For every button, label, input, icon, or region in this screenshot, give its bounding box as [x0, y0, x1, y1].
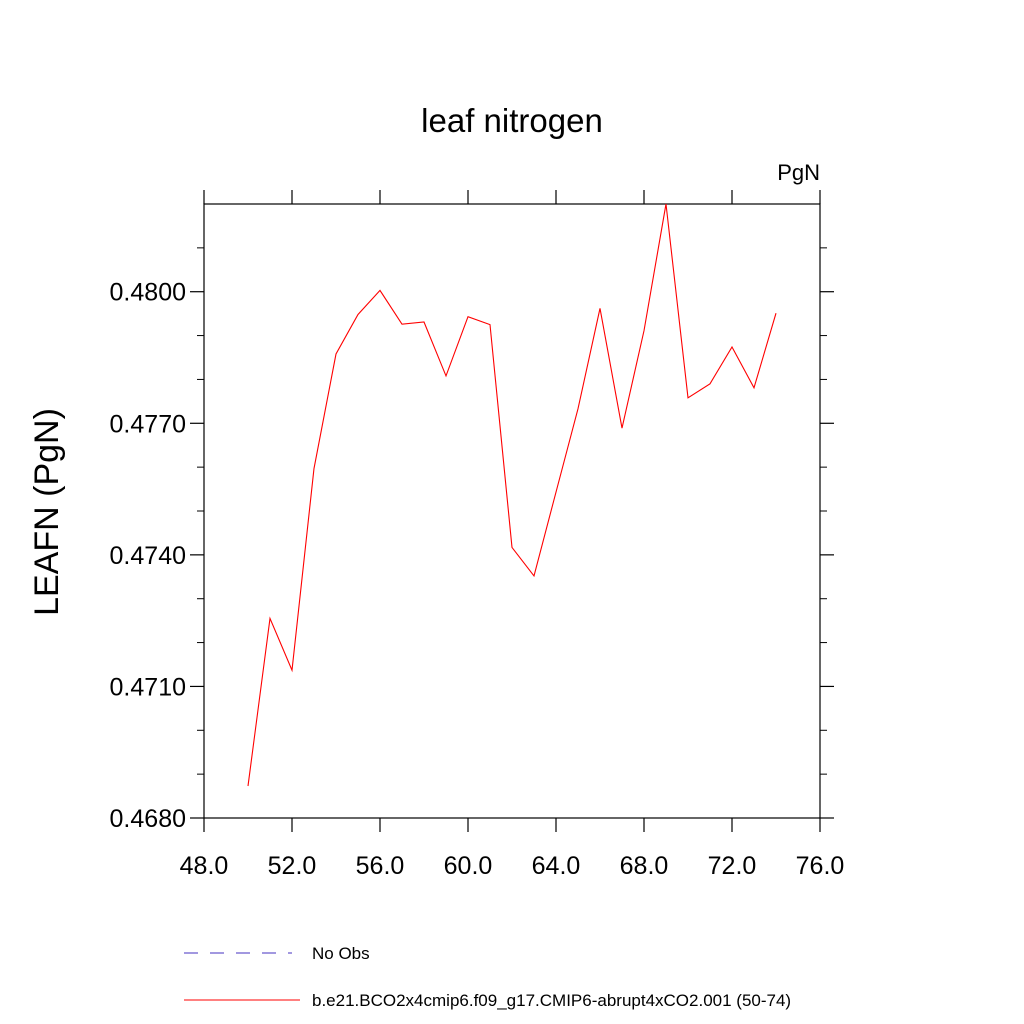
- legend-label-no-obs: No Obs: [312, 944, 370, 963]
- y-tick-label: 0.4740: [110, 542, 186, 570]
- tick-labels: 48.0 52.0 56.0 60.0 64.0 68.0 72.0 76.0 0.4680 0.…: [110, 279, 845, 880]
- units-label: PgN: [777, 160, 820, 185]
- series-layer: [247, 203, 777, 787]
- x-tick-label: 68.0: [620, 852, 669, 880]
- x-tick-label: 48.0: [180, 852, 229, 880]
- series-line-0: [247, 203, 777, 787]
- y-tick-label: 0.4800: [110, 279, 186, 307]
- axis-ticks: [190, 190, 834, 832]
- x-tick-label: 56.0: [356, 852, 405, 880]
- plot-frame: [203, 203, 821, 819]
- legend: No Obs b.e21.BCO2x4cmip6.f09_g17.CMIP6-a…: [184, 944, 791, 1010]
- chart-title: leaf nitrogen: [421, 102, 603, 139]
- y-axis-label: LEAFN (PgN): [28, 408, 66, 616]
- x-tick-label: 64.0: [532, 852, 581, 880]
- y-tick-label: 0.4710: [110, 673, 186, 701]
- legend-label-model-run: b.e21.BCO2x4cmip6.f09_g17.CMIP6-abrupt4x…: [312, 991, 791, 1010]
- y-tick-label: 0.4680: [110, 805, 186, 833]
- x-tick-label: 76.0: [796, 852, 845, 880]
- x-tick-label: 60.0: [444, 852, 493, 880]
- x-tick-label: 52.0: [268, 852, 317, 880]
- y-tick-label: 0.4770: [110, 410, 186, 438]
- x-tick-label: 72.0: [708, 852, 757, 880]
